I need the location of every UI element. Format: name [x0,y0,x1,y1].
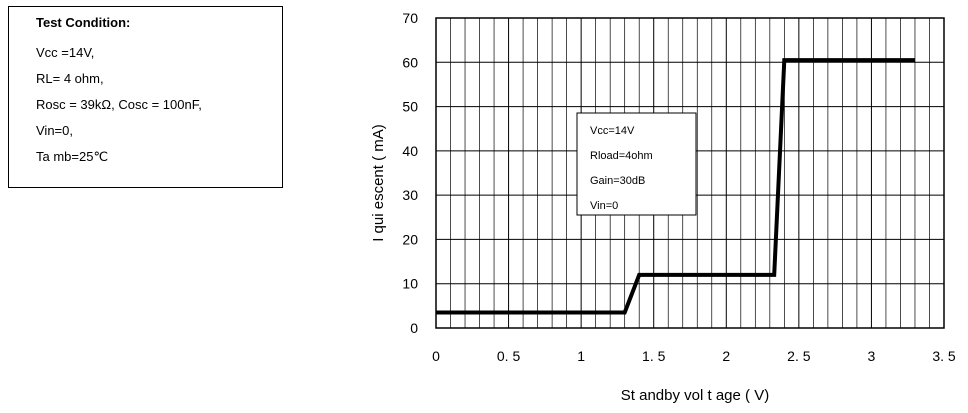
test-condition-vin: Vin=0, [36,123,73,138]
test-condition-tamb: Ta mb=25℃ [36,149,109,164]
y-axis-title: I qui escent ( mA) [370,124,387,242]
annotation-rect [576,112,697,216]
y-tick-label: 0 [410,320,418,336]
x-axis-title: St andby vol t age ( V) [621,387,769,404]
y-tick-label: 70 [402,10,418,26]
y-tick-label: 10 [402,276,418,292]
x-tick-labels: 0 0. 5 1 1. 5 2 2. 5 3 3. 5 [432,348,956,364]
x-tick-label: 2 [722,348,730,364]
y-tick-label: 40 [402,143,418,159]
x-tick-label: 0 [432,348,440,364]
series-layer [436,58,915,315]
test-condition-box: Test Condition: Vcc =14V, RL= 4 ohm, Ros… [8,6,283,188]
y-tick-labels: 0 10 20 30 40 50 60 70 [402,10,418,336]
test-condition-rl: RL= 4 ohm, [36,71,104,86]
x-tick-label: 3 [868,348,876,364]
y-tick-label: 60 [402,54,418,70]
x-tick-label: 3. 5 [932,348,956,364]
annotation-line: Gain=30dB [590,175,645,187]
x-tick-label: 1 [577,348,585,364]
plot-frame [435,17,945,329]
annotation-line: Rload=4ohm [590,150,653,162]
annotation-box: Vcc=14V Rload=4ohm Gain=30dB Vin=0 [576,112,697,216]
quiescent-current-series-line [436,58,915,315]
y-tick-label: 20 [402,231,418,247]
test-condition-title: Test Condition: [36,15,131,30]
x-tick-label: 1. 5 [642,348,666,364]
x-tick-label: 2. 5 [787,348,811,364]
test-condition-rosc-cosc: Rosc = 39kΩ, Cosc = 100nF, [36,97,202,112]
x-tick-label: 0. 5 [497,348,521,364]
annotation-line: Vin=0 [590,200,618,212]
annotation-line: Vcc=14V [590,125,635,137]
test-condition-vcc: Vcc =14V, [36,45,95,60]
y-tick-label: 50 [402,99,418,115]
y-tick-label: 30 [402,187,418,203]
